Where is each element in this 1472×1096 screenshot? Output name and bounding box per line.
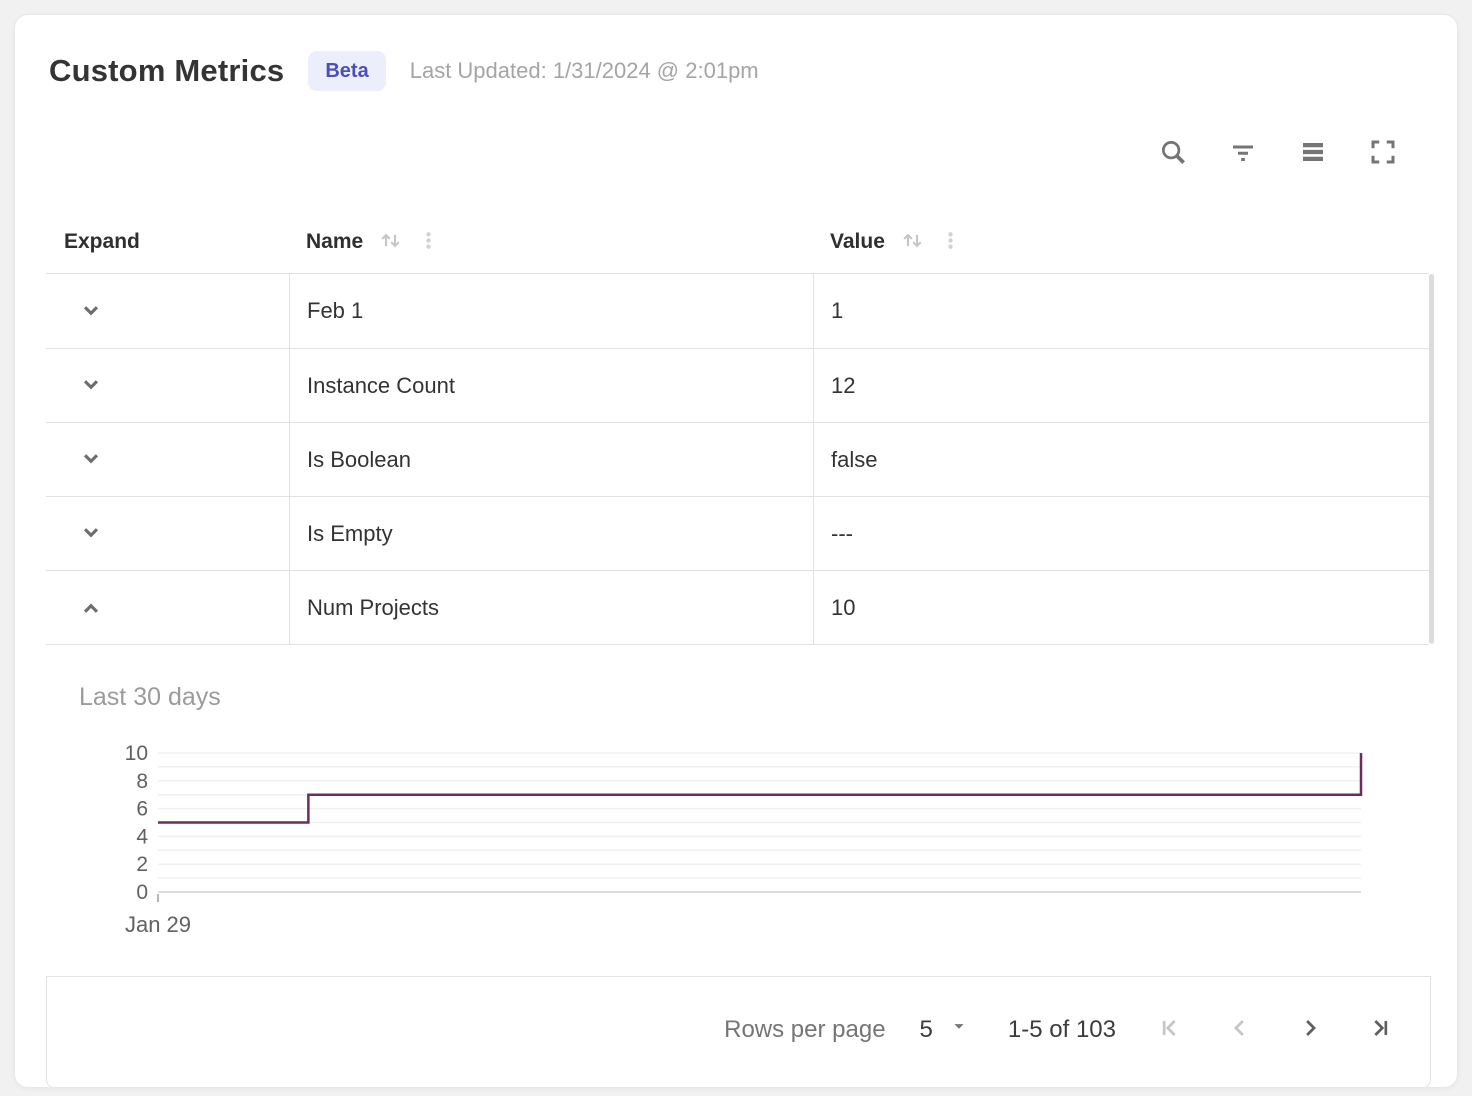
metric-name: Is Boolean: [289, 423, 813, 496]
density-button[interactable]: [1291, 131, 1335, 175]
y-tick-label: 8: [136, 770, 148, 793]
expand-cell: [46, 423, 289, 496]
page-range-label: 1-5 of 103: [1007, 1015, 1116, 1043]
last-page-icon: [1366, 1014, 1394, 1045]
sort-name-button[interactable]: [377, 227, 404, 257]
metrics-table: Expand Name: [46, 211, 1434, 645]
chevron-right-icon: [1296, 1014, 1324, 1045]
x-tick-label: Jan 29: [125, 912, 191, 937]
value-column-menu-button[interactable]: [939, 229, 962, 255]
sort-arrows-icon: [377, 227, 404, 257]
previous-page-button[interactable]: [1226, 1016, 1254, 1044]
chevron-left-icon: [1226, 1014, 1254, 1045]
rows-per-page-value: 5: [919, 1015, 933, 1043]
metric-name: Feb 1: [289, 274, 813, 348]
y-tick-label: 10: [125, 742, 148, 765]
rows-per-page-select[interactable]: 5: [920, 1015, 970, 1044]
column-label-value: Value: [830, 230, 885, 253]
filter-button[interactable]: [1221, 131, 1265, 175]
metric-name: Is Empty: [289, 497, 813, 570]
expand-toggle-button[interactable]: [74, 443, 108, 477]
table-row: Feb 1 1: [46, 274, 1429, 348]
y-tick-label: 6: [136, 798, 148, 821]
y-tick-label: 0: [136, 881, 148, 904]
chevron-down-icon: [78, 371, 104, 400]
next-page-button[interactable]: [1296, 1016, 1324, 1044]
chevron-down-icon: [78, 445, 104, 474]
table-header-row: Expand Name: [46, 211, 1429, 273]
table-row: Is Boolean false: [46, 422, 1429, 496]
table-row: Is Empty ---: [46, 496, 1429, 570]
y-tick-label: 2: [136, 853, 148, 876]
beta-badge: Beta: [308, 51, 386, 91]
chevron-up-icon: [78, 593, 104, 622]
last-page-button[interactable]: [1366, 1016, 1394, 1044]
vertical-scrollbar[interactable]: [1429, 274, 1434, 644]
pagination-nav: [1156, 1016, 1394, 1044]
table-row: Num Projects 10: [46, 570, 1429, 644]
pagination-bar: Rows per page 5 1-5 of 103: [46, 976, 1431, 1087]
metric-value: 12: [813, 349, 1429, 422]
last-updated-text: Last Updated: 1/31/2024 @ 2:01pm: [409, 58, 759, 83]
column-header-name[interactable]: Name: [289, 227, 813, 257]
metric-value: 10: [813, 571, 1429, 644]
search-icon: [1158, 137, 1188, 170]
expand-toggle-button[interactable]: [74, 294, 108, 328]
expand-toggle-button[interactable]: [74, 517, 108, 551]
table-body: Feb 1 1 Instance Count 12: [46, 273, 1434, 645]
chevron-down-icon: [78, 519, 104, 548]
metric-value: false: [813, 423, 1429, 496]
chart-title: Last 30 days: [79, 683, 221, 711]
column-label-name: Name: [306, 230, 364, 253]
page-title: Custom Metrics: [49, 53, 285, 88]
num-projects-chart: 0 2 4 6 8 10 Jan 29: [125, 742, 1363, 937]
table-row: Instance Count 12: [46, 348, 1429, 422]
fullscreen-button[interactable]: [1361, 131, 1405, 175]
expand-toggle-button[interactable]: [74, 369, 108, 403]
chevron-down-icon: [948, 1015, 970, 1044]
metric-value: ---: [813, 497, 1429, 570]
kebab-icon: [417, 229, 440, 255]
sort-arrows-icon: [899, 227, 926, 257]
expand-cell: [46, 571, 289, 644]
expand-toggle-button[interactable]: [74, 591, 108, 625]
step-line-series: [158, 753, 1363, 824]
filter-icon: [1228, 137, 1258, 170]
metric-name: Instance Count: [289, 349, 813, 422]
table-toolbar: [1151, 131, 1405, 175]
kebab-icon: [939, 229, 962, 255]
y-tick-label: 4: [136, 825, 148, 848]
search-button[interactable]: [1151, 131, 1195, 175]
column-header-expand: Expand: [46, 230, 289, 254]
column-header-value[interactable]: Value: [813, 227, 1429, 257]
chevron-down-icon: [78, 297, 104, 326]
first-page-button[interactable]: [1156, 1016, 1184, 1044]
name-column-menu-button[interactable]: [417, 229, 440, 255]
density-icon: [1298, 137, 1328, 170]
sort-value-button[interactable]: [899, 227, 926, 257]
expand-cell: [46, 274, 289, 348]
rows-per-page-label: Rows per page: [724, 1015, 886, 1043]
first-page-icon: [1156, 1014, 1184, 1045]
expand-cell: [46, 349, 289, 422]
header: Custom Metrics Beta Last Updated: 1/31/2…: [49, 51, 759, 91]
metric-value: 1: [813, 274, 1429, 348]
fullscreen-icon: [1368, 137, 1398, 170]
column-label-expand: Expand: [64, 230, 140, 253]
expand-cell: [46, 497, 289, 570]
custom-metrics-card: Custom Metrics Beta Last Updated: 1/31/2…: [14, 14, 1458, 1088]
metric-name: Num Projects: [289, 571, 813, 644]
